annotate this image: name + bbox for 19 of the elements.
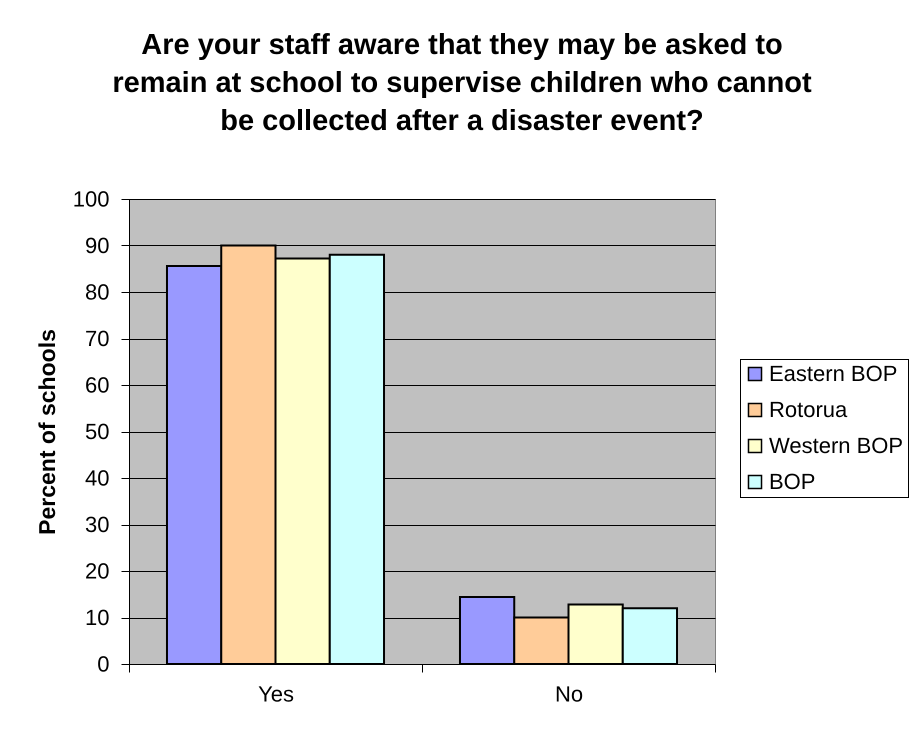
y-tick-label: 80 <box>85 280 110 304</box>
legend-label: Western BOP <box>769 432 904 458</box>
y-tick-label: 20 <box>85 558 110 584</box>
chart-title: Are your staff aware that they may be asked to remain at school to supervise children who cannot be collected after a disaster event? <box>112 29 812 137</box>
y-tick-label: 50 <box>85 419 110 444</box>
x-tick-label: Yes <box>258 682 294 706</box>
y-axis-title: Percent of schools <box>34 329 60 535</box>
legend-label: BOP <box>769 468 816 494</box>
legend-label: Eastern BOP <box>769 360 898 386</box>
y-tick-label: 100 <box>72 186 110 212</box>
y-tick-label: 40 <box>85 466 110 490</box>
x-tick-label: No <box>554 682 584 706</box>
y-tick-label: 10 <box>85 605 110 630</box>
y-tick-label: 30 <box>85 512 110 537</box>
y-tick-label: 0 <box>97 652 110 676</box>
y-tick-label: 90 <box>85 233 110 258</box>
y-tick-label: 70 <box>85 326 110 351</box>
legend-label: Rotorua <box>769 396 848 422</box>
y-tick-label: 60 <box>85 372 110 398</box>
